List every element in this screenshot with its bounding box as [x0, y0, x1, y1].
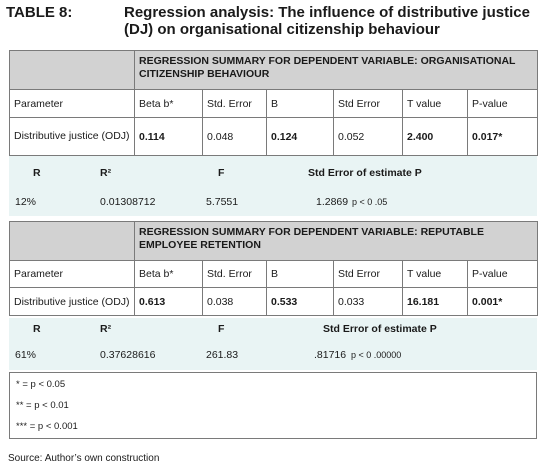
column-header: Parameter [9, 89, 135, 118]
stat-label-r2: R² [100, 323, 112, 335]
stat-value-r: 61% [15, 349, 37, 361]
section-header: REGRESSION SUMMARY FOR DEPENDENT VARIABL… [133, 50, 539, 90]
regression-table-retention: REGRESSION SUMMARY FOR DEPENDENT VARIABL… [9, 221, 539, 316]
stat-value-se: 1.2869 [316, 196, 349, 208]
model-stats-retention: R R² F Std Error of estimate P 61% 0.376… [9, 318, 537, 370]
blank-header-cell [9, 221, 135, 261]
model-stats-ocb: R R² F Std Error of estimate P 12% 0.013… [9, 156, 537, 216]
column-header: Parameter [9, 260, 135, 288]
column-header: B [266, 89, 334, 118]
parameter-cell: Distributive justice (ODJ) [9, 287, 135, 316]
std-error-cell: 0.038 [202, 287, 267, 316]
stat-value-r: 12% [15, 196, 37, 208]
stat-label-r2: R² [100, 167, 112, 179]
std-error-cell: 0.048 [202, 117, 267, 156]
column-header: T value [402, 89, 468, 118]
column-header: P-value [466, 89, 539, 118]
p-value-cell: 0.001* [466, 287, 539, 316]
stat-label-r: R [33, 323, 41, 335]
column-header: P-value [466, 260, 539, 288]
beta-cell: 0.114 [134, 117, 203, 156]
parameter-cell: Distributive justice (ODJ) [9, 117, 135, 156]
column-header: B [266, 260, 334, 288]
t-value-cell: 2.400 [402, 117, 468, 156]
column-header: Beta b* [134, 260, 203, 288]
column-header: Std Error [333, 260, 403, 288]
table-label: TABLE 8: [6, 4, 73, 21]
note-item: * = p < 0.05 [16, 379, 66, 390]
significance-notes: * = p < 0.05 ** = p < 0.01 *** = p < 0.0… [9, 372, 537, 439]
stat-value-se: .81716 [314, 349, 347, 361]
stat-label-se: Std Error of estimate P [323, 323, 437, 335]
stat-label-se: Std Error of estimate P [308, 167, 422, 179]
beta-cell: 0.613 [134, 287, 203, 316]
stat-value-p: p < 0 .05 [352, 197, 388, 207]
column-header: Beta b* [134, 89, 203, 118]
t-value-cell: 16.181 [402, 287, 468, 316]
stat-value-f: 5.7551 [206, 196, 239, 208]
stat-value-r2: 0.37628616 [100, 349, 156, 361]
stat-value-p: p < 0 .00000 [351, 350, 402, 360]
stat-value-f: 261.83 [206, 349, 239, 361]
std-error-cell: 0.052 [333, 117, 403, 156]
column-header: Std. Error [202, 260, 267, 288]
b-cell: 0.533 [266, 287, 334, 316]
section-header: REGRESSION SUMMARY FOR DEPENDENT VARIABL… [133, 221, 539, 261]
blank-header-cell [9, 50, 135, 90]
note-item: *** = p < 0.001 [16, 421, 78, 432]
stat-value-r2: 0.01308712 [100, 196, 156, 208]
source-note: Source: Author’s own construction [8, 453, 160, 464]
b-cell: 0.124 [266, 117, 334, 156]
column-header: Std Error [333, 89, 403, 118]
p-value-cell: 0.017* [466, 117, 539, 156]
note-item: ** = p < 0.01 [16, 400, 69, 411]
column-header: T value [402, 260, 468, 288]
column-header: Std. Error [202, 89, 267, 118]
std-error-cell: 0.033 [333, 287, 403, 316]
table-caption: Regression analysis: The influence of di… [124, 4, 530, 38]
stat-label-r: R [33, 167, 41, 179]
regression-table-ocb: REGRESSION SUMMARY FOR DEPENDENT VARIABL… [9, 50, 539, 156]
stat-label-f: F [218, 323, 225, 335]
stat-label-f: F [218, 167, 225, 179]
